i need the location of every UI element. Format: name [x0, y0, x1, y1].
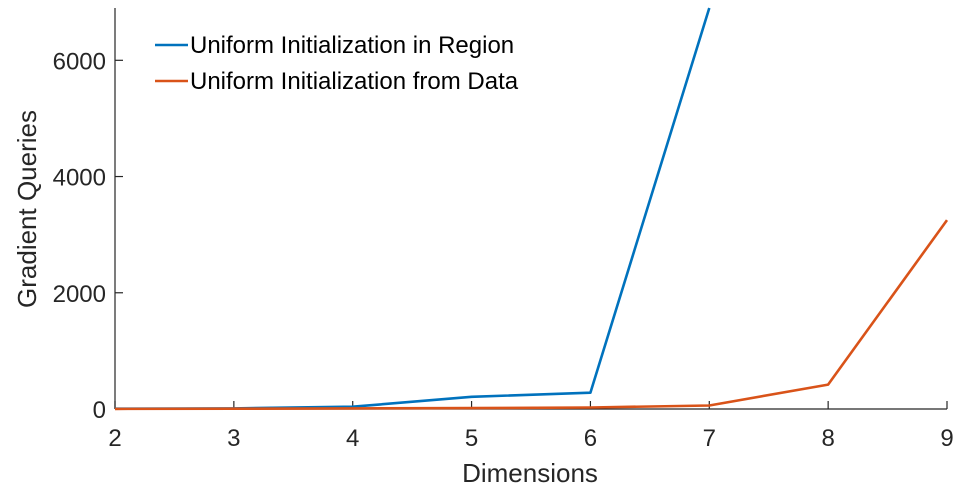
legend-label-2: Uniform Initialization from Data: [190, 68, 519, 95]
x-tick-label: 7: [703, 425, 716, 452]
x-axis-title: Dimensions: [462, 458, 598, 487]
series-lines: [114, 7, 949, 411]
series-line-2: [114, 219, 949, 411]
y-axis-title: Gradient Queries: [12, 110, 42, 308]
y-tick-label: 0: [93, 397, 106, 424]
y-tick-label: 4000: [53, 165, 106, 192]
x-tick-label: 9: [940, 425, 953, 452]
x-tick-label: 8: [821, 425, 834, 452]
legend-label-1: Uniform Initialization in Region: [190, 32, 514, 59]
x-tick-label: 6: [584, 425, 597, 452]
y-tick-label: 2000: [53, 281, 106, 308]
x-tick-label: 5: [465, 425, 478, 452]
legend: Uniform Initialization in Region Uniform …: [155, 32, 519, 95]
x-tick-label: 2: [108, 425, 121, 452]
x-tick-label: 3: [227, 425, 240, 452]
x-tick-label: 4: [346, 425, 359, 452]
y-tick-label: 6000: [53, 48, 106, 75]
axes: 2 3 4 5 6 7 8 9 0 2000 4000 6000: [53, 8, 954, 452]
